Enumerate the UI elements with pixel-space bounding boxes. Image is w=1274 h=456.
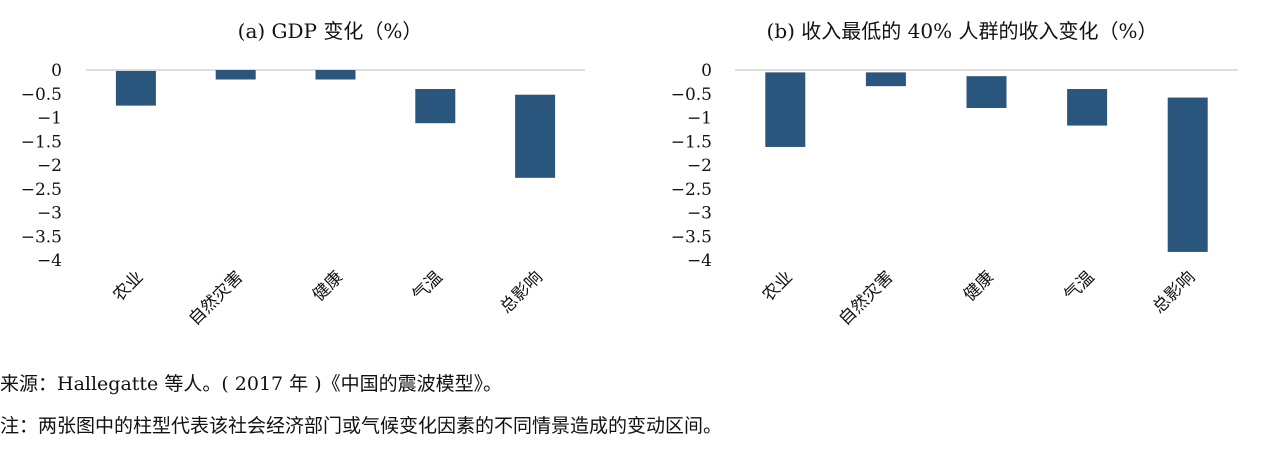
- chart-b-ytick-label: −4: [687, 251, 712, 271]
- footnote: 注：两张图中的柱型代表该社会经济部门或气候变化因素的不同情景造成的变动区间。: [0, 415, 723, 437]
- chart-a-ytick-label: −2.5: [21, 180, 62, 200]
- source-note: 来源：Hallegatte 等人。( 2017 年 )《中国的震波模型》。: [0, 373, 503, 395]
- chart-b-ytick-label: 0: [701, 61, 712, 81]
- chart-a-category-label: 气温: [409, 267, 447, 305]
- chart-b-category-label: 气温: [1060, 267, 1098, 305]
- chart-b-category-label: 健康: [960, 267, 998, 305]
- chart-b-bar: [865, 72, 906, 87]
- chart-a-category-label: 自然灾害: [185, 267, 247, 329]
- chart-b-ytick-label: −3.5: [671, 227, 712, 247]
- chart-a-bar: [315, 70, 356, 80]
- chart-a-panel: (a) GDP 变化（%） 0 −0.5 −1 −1.5 −2 −2.5 −3 −3.5 −4 农业…: [21, 19, 585, 330]
- chart-a-ytick-label: −1.5: [21, 132, 62, 152]
- chart-a-bar: [215, 70, 256, 80]
- chart-a-bar: [515, 94, 556, 178]
- chart-b-ytick-label: −1.5: [671, 132, 712, 152]
- chart-a-category-label: 健康: [309, 267, 347, 305]
- chart-b-category-label: 总影响: [1149, 267, 1199, 317]
- chart-a-ytick-label: −3.5: [21, 227, 62, 247]
- chart-b-category-label: 农业: [759, 267, 797, 305]
- chart-b-ytick-label: −2: [687, 156, 712, 176]
- figure: (a) GDP 变化（%） 0 −0.5 −1 −1.5 −2 −2.5 −3 −3.5 −4 农业…: [21, 19, 1238, 330]
- chart-b-ytick-label: −3: [687, 204, 712, 224]
- chart-a-ytick-label: −3: [37, 204, 62, 224]
- chart-a-category-label: 总影响: [496, 267, 546, 317]
- chart-a-bar: [415, 89, 456, 124]
- chart-b-ytick-label: −0.5: [671, 85, 712, 105]
- chart-a-ytick-label: −1: [37, 109, 62, 129]
- chart-b-bar: [765, 72, 806, 147]
- chart-b-ytick-label: −1: [687, 109, 712, 129]
- chart-b-bar: [1067, 89, 1108, 126]
- chart-a-ytick-label: −4: [37, 251, 62, 271]
- chart-b-ytick-label: −2.5: [671, 180, 712, 200]
- chart-b-category-label: 自然灾害: [835, 267, 897, 329]
- chart-a-bar: [115, 70, 156, 106]
- chart-a-ytick-label: 0: [51, 61, 62, 81]
- chart-b-bar: [966, 76, 1007, 108]
- chart-b-panel: (b) 收入最低的 40% 人群的收入变化（%） 0 −0.5 −1 −1.5 −2 −2.…: [671, 19, 1238, 330]
- chart-a-ytick-label: −2: [37, 156, 62, 176]
- chart-b-bar: [1167, 97, 1208, 252]
- chart-a-category-label: 农业: [109, 267, 147, 305]
- chart-a-title: (a) GDP 变化（%）: [238, 19, 423, 43]
- chart-a-ytick-label: −0.5: [21, 85, 62, 105]
- chart-b-title: (b) 收入最低的 40% 人群的收入变化（%）: [767, 19, 1158, 43]
